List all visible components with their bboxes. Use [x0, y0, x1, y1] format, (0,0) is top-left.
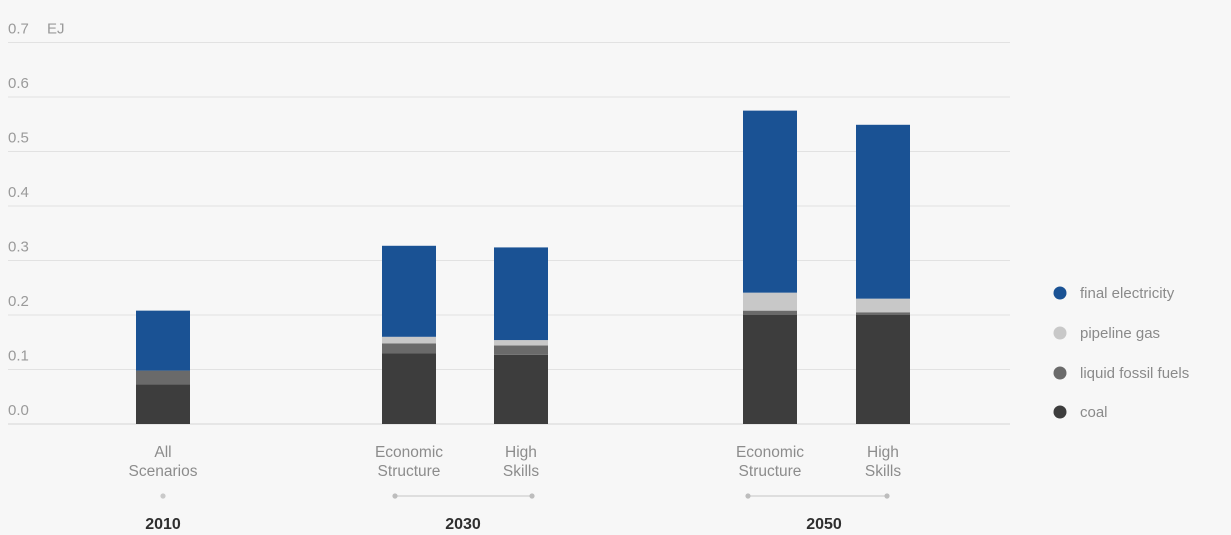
category-label: Economic: [736, 444, 804, 461]
bar-segment-pipeline-gas: [494, 340, 548, 346]
legend-item: pipeline gas: [1053, 325, 1160, 342]
x-axis-categories: All Scenarios Economic Structure High Skills E…: [129, 444, 902, 480]
bar-stack: [856, 124, 910, 424]
legend-item: coal: [1053, 404, 1108, 421]
legend-swatch: [1053, 286, 1067, 300]
category-label: High: [505, 444, 537, 461]
y-tick-label: 0.5: [8, 130, 29, 147]
category-label: High: [867, 444, 899, 461]
category-label: Structure: [739, 463, 802, 480]
legend-label: coal: [1080, 404, 1108, 421]
bar-segment-liquid-fossil-fuels: [136, 370, 190, 385]
category-label: Economic: [375, 444, 443, 461]
bar-segment-liquid-fossil-fuels: [494, 345, 548, 355]
bar-segment-final-electricity: [136, 310, 190, 371]
y-tick-label: 0.2: [8, 293, 29, 310]
category-label: Skills: [865, 463, 901, 480]
bar-segment-coal: [382, 353, 436, 424]
bar-segment-pipeline-gas: [382, 336, 436, 344]
year-label: 2010: [145, 516, 181, 533]
legend-label: final electricity: [1080, 285, 1175, 302]
bar-stack: [136, 310, 190, 424]
bar-segment-final-electricity: [743, 110, 797, 293]
bar-segment-final-electricity: [382, 245, 436, 337]
group-connector-dot: [745, 493, 751, 499]
bar-segment-pipeline-gas: [743, 292, 797, 311]
bar-segment-final-electricity: [494, 247, 548, 341]
year-label: 2050: [806, 516, 842, 533]
legend-label: liquid fossil fuels: [1080, 365, 1189, 382]
y-tick-label: 0.1: [8, 348, 29, 365]
group-connector-dot: [529, 493, 535, 499]
bar-segment-coal: [494, 354, 548, 424]
bar-segment-coal: [136, 384, 190, 424]
y-axis-ticks: 0.0 0.1 0.2 0.3 0.4 0.5 0.6 0.7 EJ: [8, 21, 65, 420]
group-connector-dot: [160, 493, 166, 499]
legend-swatch: [1053, 326, 1067, 340]
bar-segment-coal: [743, 315, 797, 424]
legend-label: pipeline gas: [1080, 325, 1160, 342]
legend: final electricity pipeline gas liquid foss…: [1053, 285, 1189, 421]
category-label: All: [154, 444, 171, 461]
bar-stack: [743, 110, 797, 424]
category-label: Scenarios: [129, 463, 198, 480]
y-tick-label: 0.0: [8, 402, 29, 419]
bar-segment-liquid-fossil-fuels: [856, 312, 910, 315]
y-tick-label: 0.6: [8, 75, 29, 92]
legend-swatch: [1053, 366, 1067, 380]
unit-label: EJ: [47, 21, 65, 38]
bar-segment-liquid-fossil-fuels: [743, 310, 797, 315]
group-connector-dot: [392, 493, 398, 499]
legend-item: liquid fossil fuels: [1053, 365, 1189, 382]
x-axis-years: 2010 2030 2050: [145, 493, 890, 533]
bar-segment-final-electricity: [856, 124, 910, 299]
bar-segment-coal: [856, 315, 910, 424]
bar-stack: [494, 247, 548, 424]
legend-item: final electricity: [1053, 285, 1175, 302]
y-tick-label: 0.4: [8, 184, 29, 201]
category-label: Structure: [378, 463, 441, 480]
bar-stack: [382, 245, 436, 424]
bar-segment-liquid-fossil-fuels: [382, 343, 436, 354]
bar-segment-pipeline-gas: [856, 298, 910, 313]
bars: [136, 110, 910, 424]
group-connector-dot: [884, 493, 890, 499]
y-tick-label: 0.3: [8, 239, 29, 256]
year-label: 2030: [445, 516, 481, 533]
legend-swatch: [1053, 405, 1067, 419]
category-label: Skills: [503, 463, 539, 480]
y-tick-label: 0.7: [8, 21, 29, 38]
